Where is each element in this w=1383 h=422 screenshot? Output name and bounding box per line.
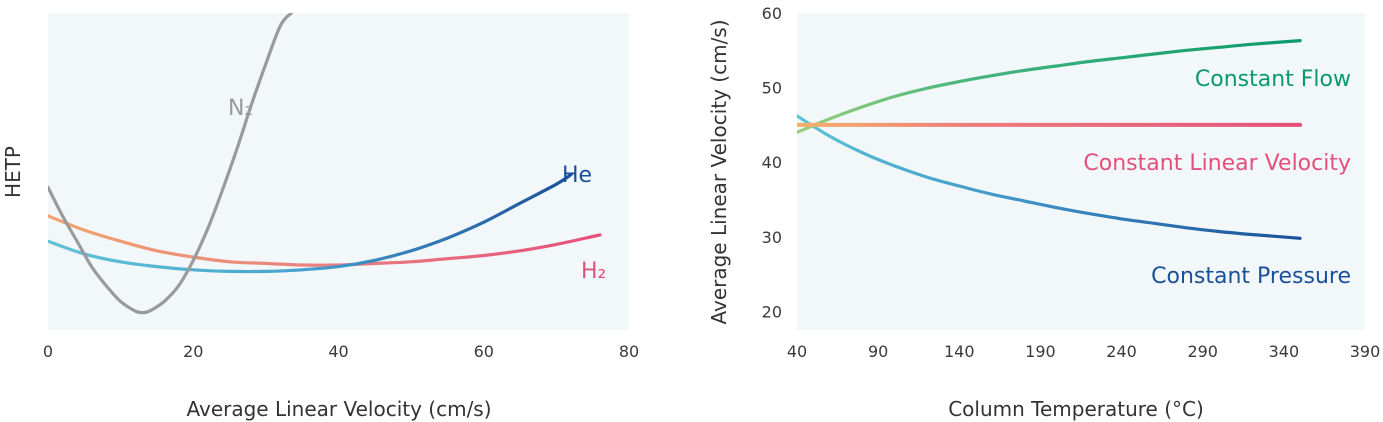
x-tick-labels: 0 20 40 60 80	[43, 342, 639, 361]
hetp-plot-area	[48, 13, 629, 330]
x-tick-label: 90	[868, 342, 888, 361]
series-line-he	[48, 173, 573, 274]
x-tick-labels: 40 90 140 190 240 290 340 390	[787, 342, 1380, 361]
y-axis-title: Average Linear Velocity (cm/s)	[707, 19, 731, 324]
x-tick-label: 340	[1269, 342, 1300, 361]
y-tick-label: 20	[762, 302, 782, 321]
series-label-h2: H₂	[581, 259, 606, 284]
series-line-constant-pressure	[797, 114, 1302, 240]
velocity-chart: Constant Flow Constant Linear Velocity C…	[707, 4, 1380, 421]
series-label-constant-pressure: Constant Pressure	[1151, 264, 1351, 289]
y-tick-labels: 20 30 40 50 60	[762, 4, 782, 321]
series-label-constant-flow: Constant Flow	[1195, 67, 1351, 92]
x-tick-label: 40	[787, 342, 807, 361]
y-axis-title: HETP	[1, 146, 25, 198]
x-tick-label: 20	[183, 342, 203, 361]
series-label-n2: N₂	[228, 96, 253, 121]
x-axis-title: Column Temperature (°C)	[948, 397, 1204, 421]
x-tick-label: 40	[328, 342, 348, 361]
x-tick-label: 390	[1350, 342, 1381, 361]
y-tick-label: 40	[762, 153, 782, 172]
series-line-n2	[48, 13, 293, 315]
y-tick-label: 30	[762, 228, 782, 247]
x-axis-title: Average Linear Velocity (cm/s)	[186, 397, 491, 421]
x-tick-label: 190	[1025, 342, 1056, 361]
velocity-plot-area	[797, 13, 1365, 330]
x-tick-label: 80	[619, 342, 639, 361]
series-line-constant-flow	[797, 39, 1302, 134]
x-tick-label: 290	[1187, 342, 1218, 361]
hetp-chart: N₂ He H₂ 0 20 40 60 80 Average Linear Veloci…	[1, 13, 639, 421]
x-tick-label: 140	[944, 342, 975, 361]
y-tick-label: 60	[762, 4, 782, 23]
series-label-constant-linear-velocity: Constant Linear Velocity	[1083, 151, 1351, 176]
y-tick-label: 50	[762, 79, 782, 98]
x-tick-label: 240	[1106, 342, 1137, 361]
x-tick-label: 60	[474, 342, 494, 361]
series-label-he: He	[562, 163, 592, 188]
x-tick-label: 0	[43, 342, 53, 361]
